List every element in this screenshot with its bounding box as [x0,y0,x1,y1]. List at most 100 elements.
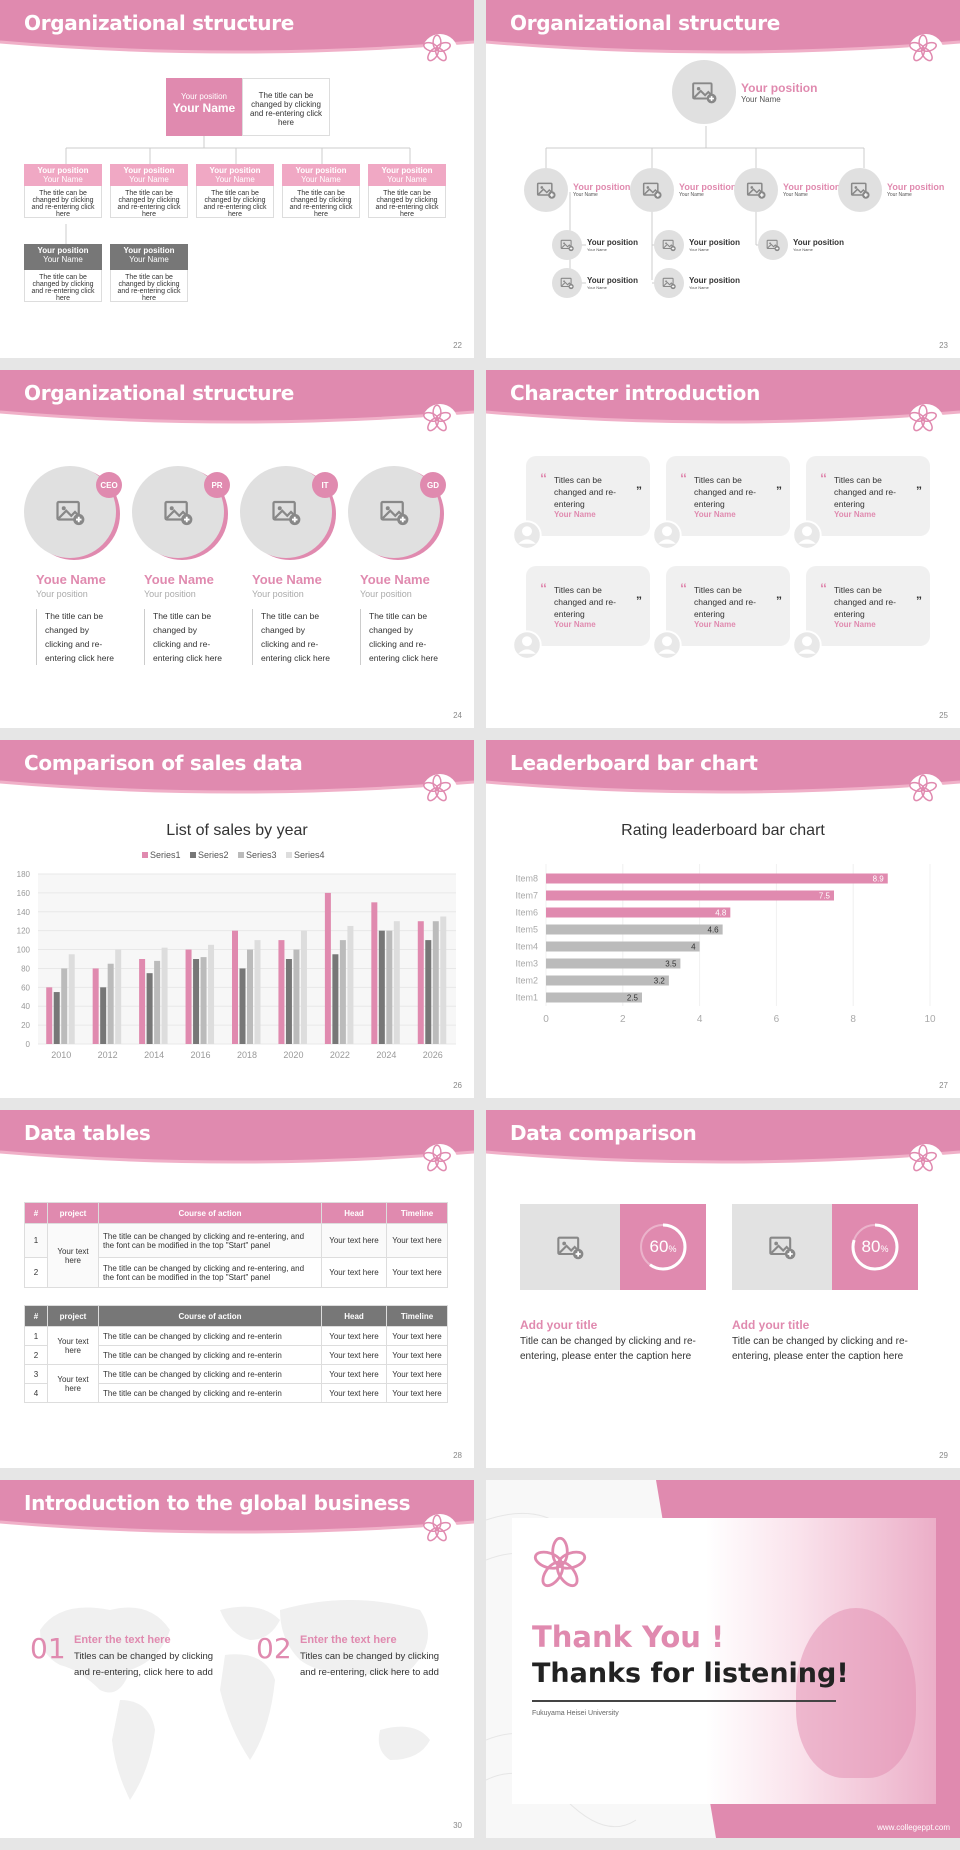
y-tick-label: 140 [17,908,31,917]
x-tick-label: 8 [850,1014,856,1025]
org-name: Your Name [129,255,169,264]
character-text: Titles can be changed and re-entering [554,475,616,509]
person-card[interactable]: PR Youe Name Your position The title can… [132,466,232,665]
bar [154,960,161,1044]
table-cell: Your text here [321,1257,387,1288]
chart-title: List of sales by year [166,822,308,839]
org-box-header: Your position Your Name [24,244,102,270]
bar [232,930,238,1044]
org-box[interactable]: Your position Your Name The title can be c… [24,164,102,218]
org-node[interactable]: Your position Your Name [838,168,944,212]
character-card[interactable]: “ ” Titles can be changed and re-enterin… [792,456,930,550]
y-tick-label: Item5 [515,925,538,935]
table-cell: Your text here [47,1326,99,1365]
table-cell: Your text here [47,1364,99,1403]
character-text: Titles can be changed and re-entering [694,585,756,619]
data-label: 3.2 [654,977,666,986]
character-card[interactable]: “ ” Titles can be changed and re-enterin… [652,456,790,550]
slide-28[interactable]: Data tables # project Course of action H… [0,1110,474,1468]
progress-ring [639,1223,687,1271]
page-number: 22 [453,341,462,350]
org-node[interactable]: Your position Your Name [630,168,736,212]
bar [139,959,146,1044]
x-tick-label: 2 [620,1014,626,1025]
table-cell: Your text here [321,1383,387,1403]
person-card[interactable]: GD Youe Name Your position The title can… [348,466,448,665]
role-badge-label: IT [321,480,329,490]
person-card[interactable]: IT Youe Name Your position The title can… [240,466,340,665]
org-node[interactable]: Your position Your Name [672,60,817,124]
org-box[interactable]: Your position Your Name The title can be c… [368,164,446,218]
org-node[interactable]: Your position Your Name [758,230,844,260]
org-node[interactable]: Your position Your Name [524,168,630,212]
character-card[interactable]: “ ” Titles can be changed and re-enterin… [512,456,650,550]
photo-placeholder-icon [654,268,684,298]
org-node[interactable]: Your position Your Name [654,230,740,260]
org-node[interactable]: Your position Your Name [552,230,638,260]
photo-placeholder-icon [654,230,684,260]
quote-bubble [526,566,650,646]
slide-31-thanks[interactable]: Thank You ! Thanks for listening! Fukuya… [486,1480,960,1838]
slide-25[interactable]: Character introduction “ ” Titles can be… [486,370,960,728]
bar [146,973,153,1044]
org-position: Your position [887,182,945,192]
character-card[interactable]: “ ” Titles can be changed and re-enterin… [652,566,790,660]
bar [546,907,731,918]
table-cell: Your text here [321,1326,387,1346]
slide-26[interactable]: Comparison of sales data List of sales b… [0,740,474,1098]
org-box-header: Your position Your Name [110,164,188,186]
org-box[interactable]: Your position Your Name The title can be c… [110,164,188,218]
x-tick-label: 2024 [376,1050,396,1060]
slide-header: Comparison of sales data [0,740,474,820]
org-box[interactable]: Your position Your Name The title can be c… [110,244,188,302]
table-cell: Your text here [386,1257,448,1288]
org-box-header: Your position Your Name [110,244,188,270]
org-position: Your position [381,166,433,175]
org-node[interactable]: Your position Your Name [552,268,638,298]
org-box[interactable]: Your position Your Name The title can be c… [282,164,360,218]
character-text: Titles can be changed and re-entering [694,475,756,509]
bar [254,940,261,1044]
flower-logo-icon [532,1536,588,1592]
quote-open-icon: “ [680,470,687,486]
slide-title: Organizational structure [510,11,781,35]
thanks-listening-text: Thanks for listening! [532,1658,849,1689]
item-number: 01 [30,1632,66,1665]
item-desc: Title can be changed by clicking and re-… [520,1336,696,1362]
bar [546,890,834,901]
table-cell: Your text here [321,1223,387,1258]
bar [393,921,400,1044]
character-card[interactable]: “ ” Titles can be changed and re-enterin… [792,566,930,660]
org-box[interactable]: Your position Your Name The title can be c… [24,244,102,302]
data-table-1: # project Course of action Head Timeline… [24,1202,448,1288]
y-tick-label: Item8 [515,874,538,884]
bar [285,959,292,1044]
person-card[interactable]: CEO Youe Name Your position The title ca… [24,466,124,665]
org-top-box[interactable]: Your position Your Name [166,78,242,136]
org-position: Your position [209,166,261,175]
org-position: Your position [37,246,89,255]
legend-swatch [142,852,148,858]
y-tick-label: Item4 [515,942,538,952]
website-url[interactable]: www.collegeppt.com [877,1823,950,1832]
role-badge: PR [204,472,230,498]
avatar-icon [512,520,542,555]
slide-23[interactable]: Organizational structure Your position Yo… [486,0,960,358]
quote-open-icon: “ [540,470,547,486]
slide-24[interactable]: Organizational structure CEO Youe Name Y… [0,370,474,728]
slide-29[interactable]: Data comparison 60% Add your title Title… [486,1110,960,1468]
org-position: Your position [123,246,175,255]
x-tick-label: 2014 [144,1050,164,1060]
org-node[interactable]: Your position Your Name [734,168,840,212]
org-node[interactable]: Your position Your Name [654,268,740,298]
org-position: Your position [573,182,631,192]
org-position: Your position [587,276,638,285]
character-card[interactable]: “ ” Titles can be changed and re-enterin… [512,566,650,660]
slide-30[interactable]: Introduction to the global business 01 E… [0,1480,474,1838]
person-name: Youe Name [360,572,430,587]
bar [185,949,192,1044]
progress-panel: 80% [832,1204,918,1290]
org-box[interactable]: Your position Your Name The title can be c… [196,164,274,218]
slide-27[interactable]: Leaderboard bar chart Rating leaderboard… [486,740,960,1098]
slide-22[interactable]: Organizational structure Your position Y… [0,0,474,358]
